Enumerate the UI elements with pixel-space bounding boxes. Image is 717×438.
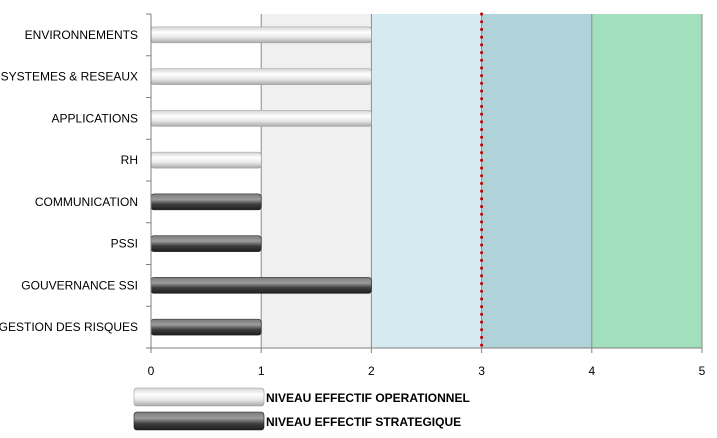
category-label-gouvernance-ssi: GOUVERNANCE SSI xyxy=(21,278,138,292)
category-label-rh: RH xyxy=(121,153,138,167)
x-tick-label-4: 4 xyxy=(588,364,595,378)
x-tick-label-1: 1 xyxy=(258,364,265,378)
bar-gestion-des-risques xyxy=(150,318,262,336)
bar-systemes-reseaux xyxy=(150,68,372,85)
x-tick-label-5: 5 xyxy=(699,364,706,378)
bar-environnements xyxy=(150,26,372,44)
category-label-communication: COMMUNICATION xyxy=(35,195,138,209)
background-bands xyxy=(151,14,702,348)
category-label-gestion-des-risques: GESTION DES RISQUES xyxy=(0,320,138,334)
bar-pssi xyxy=(150,235,262,252)
bar-applications xyxy=(150,110,372,127)
background-band-2 xyxy=(371,14,482,348)
bar-communication xyxy=(150,193,262,211)
category-label-environnements: ENVIRONNEMENTS xyxy=(25,28,138,42)
x-tick-labels: 0 1 2 3 4 5 xyxy=(148,364,706,378)
background-band-0 xyxy=(151,14,262,348)
category-label-pssi: PSSI xyxy=(111,237,138,251)
legend-label-niveau-effectif-operationnel: NIVEAU EFFECTIF OPERATIONNEL xyxy=(266,391,470,405)
bar-gouvernance-ssi xyxy=(150,277,372,294)
legend-swatch-niveau-effectif-strategique xyxy=(133,411,265,431)
background-band-4 xyxy=(591,14,702,348)
background-band-3 xyxy=(481,14,592,348)
x-tick-label-3: 3 xyxy=(478,364,485,378)
bars xyxy=(150,26,372,336)
x-tick-label-2: 2 xyxy=(368,364,375,378)
category-labels: ENVIRONNEMENTS SYSTEMES & RESEAUX APPLICAT… xyxy=(0,28,138,334)
bar-rh xyxy=(150,151,262,169)
x-tick-label-0: 0 xyxy=(148,364,155,378)
category-label-systemes-reseaux: SYSTEMES & RESEAUX xyxy=(1,70,138,84)
axes xyxy=(146,13,703,353)
category-label-applications: APPLICATIONS xyxy=(52,111,138,125)
legend-swatch-niveau-effectif-operationnel xyxy=(133,387,265,407)
background-band-1 xyxy=(261,14,372,348)
legend: NIVEAU EFFECTIF OPERATIONNEL NIVEAU EFFEC… xyxy=(133,387,470,431)
legend-label-niveau-effectif-strategique: NIVEAU EFFECTIF STRATEGIQUE xyxy=(266,415,461,429)
